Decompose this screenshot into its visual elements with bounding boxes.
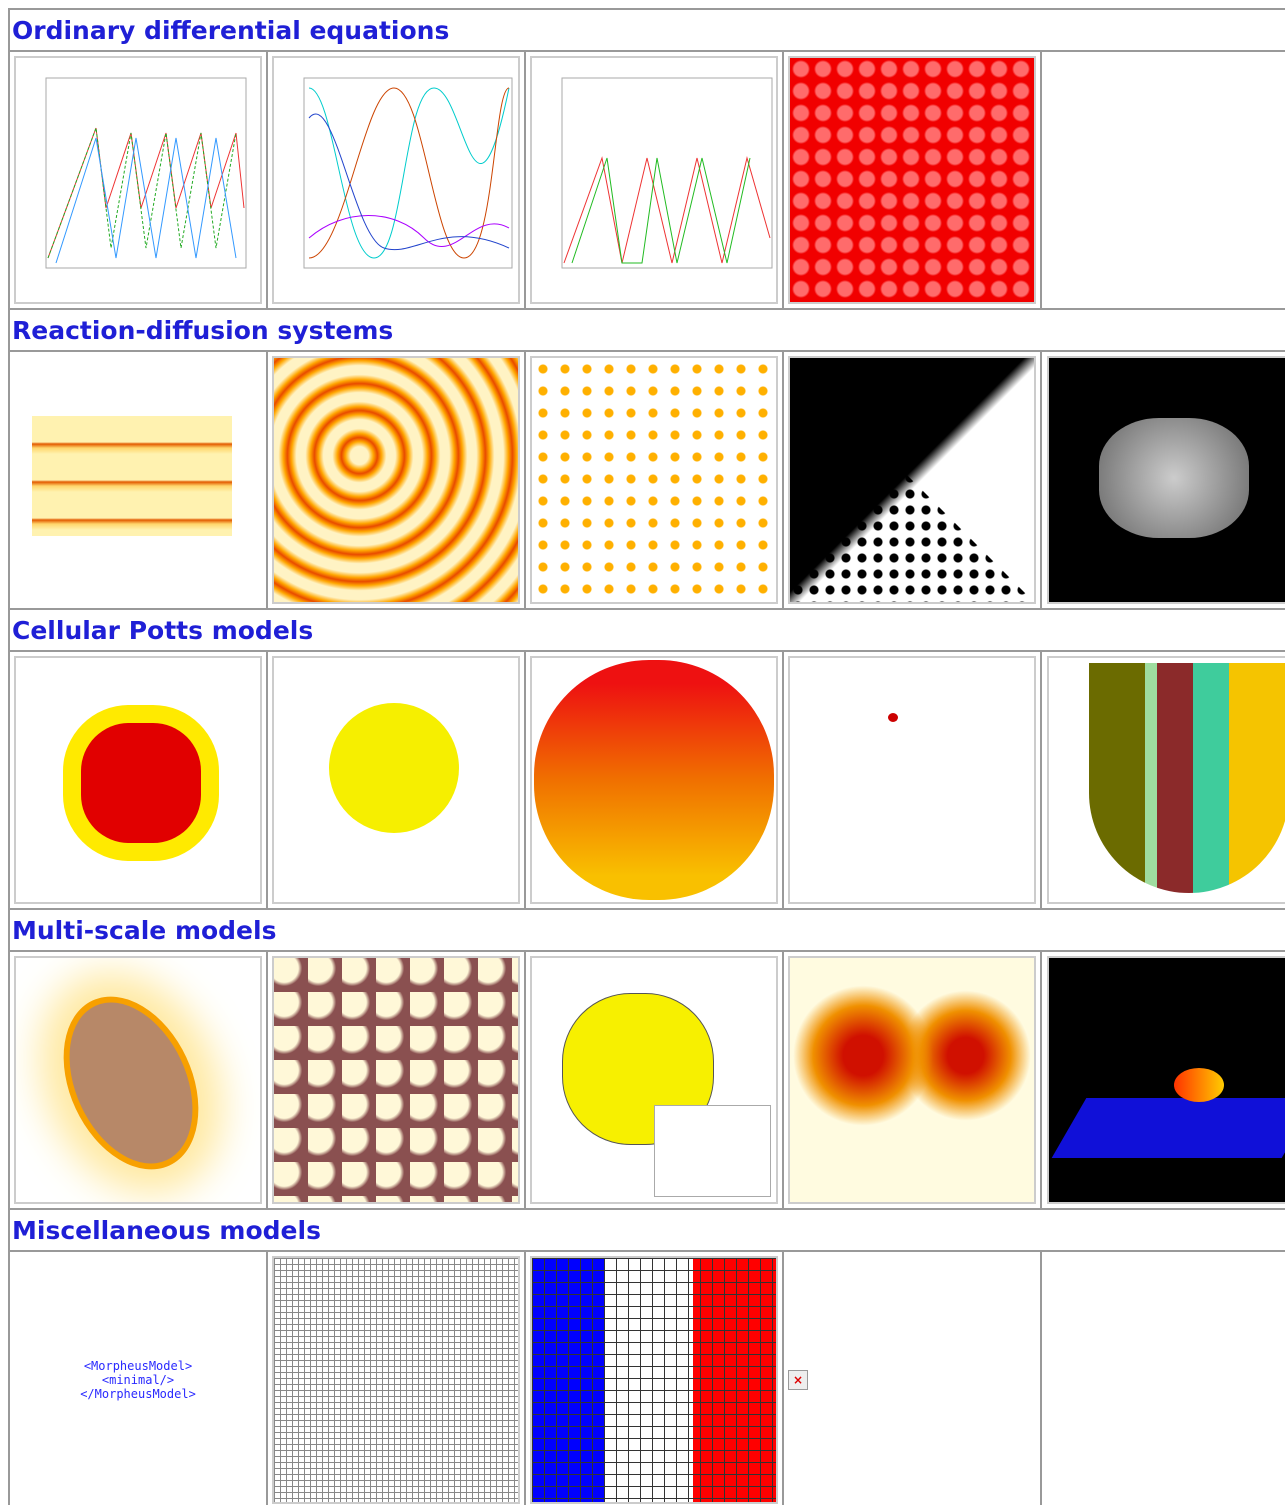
section-header: Reaction-diffusion systems — [8, 308, 1285, 352]
cell — [266, 1250, 526, 1505]
broken-image-icon[interactable]: × — [788, 1370, 808, 1390]
image-row — [8, 650, 1285, 910]
xml-line: </MorpheusModel> — [80, 1387, 196, 1401]
cell — [1039, 950, 1285, 1210]
cell — [524, 50, 784, 310]
header-cell: Reaction-diffusion systems — [8, 308, 1285, 352]
xml-line: <MorpheusModel> — [83, 1359, 193, 1373]
cell — [8, 650, 268, 910]
cell — [266, 50, 526, 310]
thumbnail[interactable] — [272, 356, 520, 604]
gallery-table: Ordinary differential equations Reaction… — [8, 8, 1285, 1505]
plot — [561, 77, 773, 269]
xml-line: <minimal/> — [101, 1373, 175, 1387]
cell — [782, 50, 1042, 310]
cell — [266, 650, 526, 910]
thumbnail[interactable] — [788, 956, 1036, 1204]
cell — [266, 950, 526, 1210]
cell — [782, 650, 1042, 910]
thumbnail[interactable] — [530, 356, 778, 604]
plot — [45, 77, 247, 269]
cell — [8, 950, 268, 1210]
section-link[interactable]: Ordinary differential equations — [12, 15, 450, 45]
cell — [782, 350, 1042, 610]
thumbnail[interactable] — [530, 956, 778, 1204]
header-cell: Multi-scale models — [8, 908, 1285, 952]
header-cell: Ordinary differential equations — [8, 8, 1285, 52]
image-row — [8, 50, 1285, 310]
cell — [266, 350, 526, 610]
thumbnail[interactable] — [14, 356, 262, 604]
cell — [1039, 1250, 1285, 1505]
cell — [1039, 50, 1285, 310]
thumbnail[interactable] — [788, 56, 1036, 304]
header-cell: Miscellaneous models — [8, 1208, 1285, 1252]
thumbnail[interactable] — [530, 56, 778, 304]
image-row: <MorpheusModel> <minimal/> </MorpheusMod… — [8, 1250, 1285, 1505]
section-link[interactable]: Multi-scale models — [12, 915, 277, 945]
image-row — [8, 350, 1285, 610]
thumbnail[interactable] — [788, 356, 1036, 604]
cell — [8, 50, 268, 310]
plot — [303, 77, 513, 269]
thumbnail[interactable] — [788, 656, 1036, 904]
gallery: Ordinary differential equations Reaction… — [8, 8, 1285, 1505]
cell — [524, 1250, 784, 1505]
cell — [524, 350, 784, 610]
section-link[interactable]: Reaction-diffusion systems — [12, 315, 394, 345]
thumbnail[interactable] — [272, 1256, 520, 1504]
cell: <MorpheusModel> <minimal/> </MorpheusMod… — [8, 1250, 268, 1505]
thumbnail[interactable] — [530, 1256, 778, 1504]
cell — [1039, 350, 1285, 610]
thumbnail[interactable] — [14, 956, 262, 1204]
thumbnail[interactable] — [272, 56, 520, 304]
section-header: Miscellaneous models — [8, 1208, 1285, 1252]
section-header: Cellular Potts models — [8, 608, 1285, 652]
thumbnail[interactable] — [272, 656, 520, 904]
section-header: Ordinary differential equations — [8, 8, 1285, 52]
cell — [8, 350, 268, 610]
inset-plot — [654, 1105, 771, 1197]
cell — [524, 950, 784, 1210]
thumbnail[interactable] — [14, 656, 262, 904]
cell — [1039, 650, 1285, 910]
thumbnail[interactable] — [272, 956, 520, 1204]
cell — [782, 950, 1042, 1210]
section-header: Multi-scale models — [8, 908, 1285, 952]
thumbnail[interactable]: <MorpheusModel> <minimal/> </MorpheusMod… — [14, 1256, 262, 1504]
section-link[interactable]: Miscellaneous models — [12, 1215, 321, 1245]
cell — [524, 650, 784, 910]
section-link[interactable]: Cellular Potts models — [12, 615, 314, 645]
thumbnail[interactable] — [1047, 356, 1285, 604]
cell: × — [782, 1250, 1042, 1505]
thumbnail[interactable] — [530, 656, 778, 904]
thumbnail[interactable] — [1047, 656, 1285, 904]
thumbnail[interactable] — [1047, 956, 1285, 1204]
header-cell: Cellular Potts models — [8, 608, 1285, 652]
thumbnail[interactable] — [14, 56, 262, 304]
image-row — [8, 950, 1285, 1210]
